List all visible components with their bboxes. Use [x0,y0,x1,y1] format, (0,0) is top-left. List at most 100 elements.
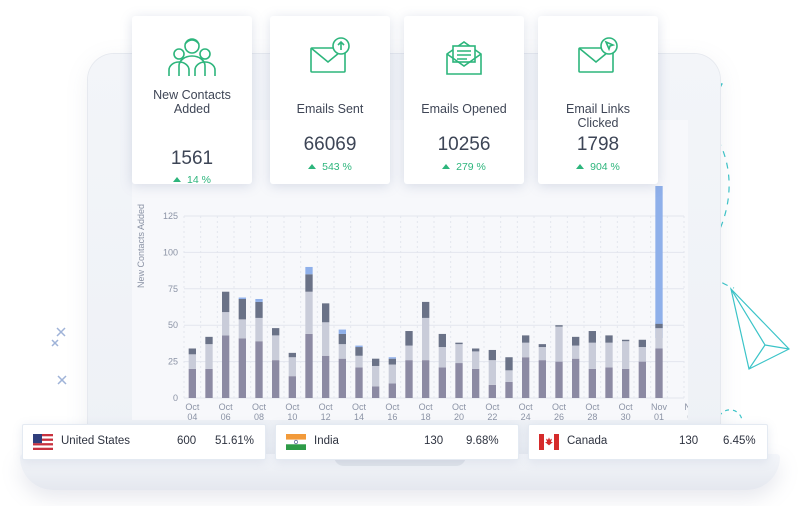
stat-card-new-contacts[interactable]: New Contacts Added 1561 14 % [132,16,252,186]
chart-grid [183,215,685,399]
stat-value: 1561 [170,148,214,169]
up-triangle-icon [173,177,182,182]
bar-segment [272,335,280,361]
x-tick-label: Oct [319,402,334,412]
bar-segment [305,333,313,398]
bar-segment [338,344,346,359]
bar-segment [388,364,396,384]
bar-segment [538,360,546,398]
bar-segment [622,341,630,369]
x-tick-label: 12 [321,412,331,422]
bar-segment [288,357,296,377]
x-tick-label: Oct [385,402,400,412]
bar-segment [605,335,613,343]
contacts-people-icon [132,34,252,82]
bar-segment [205,368,213,398]
country-count: 600 [177,435,197,447]
bar-segment [588,368,596,398]
country-name: India [314,435,339,447]
bar-segment [622,368,630,398]
bar-segment [355,347,363,356]
stat-card-emails-sent[interactable]: Emails Sent 66069 543 % [270,16,390,184]
stat-label: New Contacts Added [153,88,231,116]
stat-card-email-links-clicked[interactable]: Email Links Clicked 1798 904 % [538,16,658,184]
x-tick-label: 24 [521,412,531,422]
bar-segment [188,368,196,398]
stat-card-emails-opened[interactable]: Emails Opened 10256 279 % [404,16,524,184]
bar-segment [505,381,513,398]
us-flag-icon [33,434,53,450]
x-tick-label: 22 [487,412,497,422]
stat-change: 543 % [270,161,390,173]
bar-segment [422,301,430,318]
x-tick-label: 26 [554,412,564,422]
bar-segment [655,348,663,398]
bar-segment [322,355,330,398]
bar-segment [438,367,446,398]
bar-segment [488,360,496,385]
bar-segment [372,365,380,387]
x-tick-label: Oct [219,402,234,412]
dashed-circle-decoration [717,409,743,425]
country-name: Canada [567,435,608,447]
x-tick-label: 08 [254,412,264,422]
bar-segment [405,345,413,361]
bar-segment [622,339,630,342]
bar-segment [255,301,263,318]
x-tick-label: Oct [585,402,600,412]
stat-value: 66069 [303,134,357,155]
stat-label: Email Links Clicked [566,102,630,130]
bar-segment [538,347,546,361]
bar-segment [372,386,380,398]
bar-segment [322,303,330,323]
bar-segment [272,328,280,336]
bar-segment [522,342,530,358]
country-row-canada[interactable]: Canada 130 6.45% [528,424,768,460]
bar-segment [455,342,463,345]
y-tick-label: 25 [168,357,178,367]
bar-segment [488,384,496,398]
bar-segment [405,331,413,346]
bar-segment [638,361,646,398]
paper-plane-bottom-icon [729,287,790,370]
laptop-notch [334,456,466,466]
x-tick-label: Oct [185,402,200,412]
x-tick-label: 14 [354,412,364,422]
bar-segment [505,357,513,371]
x-tick-label: Oct [452,402,467,412]
bar-segment [588,331,596,343]
bar-segment [372,358,380,366]
x-tick-label: 20 [454,412,464,422]
bar-segment [588,342,596,369]
country-row-united-states[interactable]: United States 600 51.61% [22,424,266,460]
x-tick-label: Nov [684,402,688,412]
bar-segment [388,383,396,398]
x-tick-label: 16 [387,412,397,422]
bar-segment [305,274,313,292]
email-link-click-icon [538,34,658,82]
country-row-india[interactable]: India 130 9.68% [275,424,519,460]
y-tick-label: 50 [168,320,178,330]
stat-label: Emails Sent [296,102,364,116]
stat-change: 279 % [404,161,524,173]
country-percent: 51.61% [215,435,255,447]
bar-segment [505,370,513,382]
bar-segment [572,345,580,359]
y-tick-label: 0 [173,393,178,403]
bar-segment [272,360,280,398]
bar-segment [238,319,246,339]
bar-segment [222,335,230,398]
bar-segment [555,325,563,327]
bar-segment [572,336,580,346]
x-tick-label: 30 [621,412,631,422]
country-name: United States [61,435,131,447]
bar-segment [472,351,480,369]
stat-change-value: 14 % [187,174,211,186]
stat-change: 904 % [538,161,658,173]
bar-segment [388,357,396,359]
y-tick-label: 125 [163,211,178,221]
bar-segment [655,323,663,329]
up-triangle-icon [308,164,317,169]
bar-segment [288,352,296,358]
